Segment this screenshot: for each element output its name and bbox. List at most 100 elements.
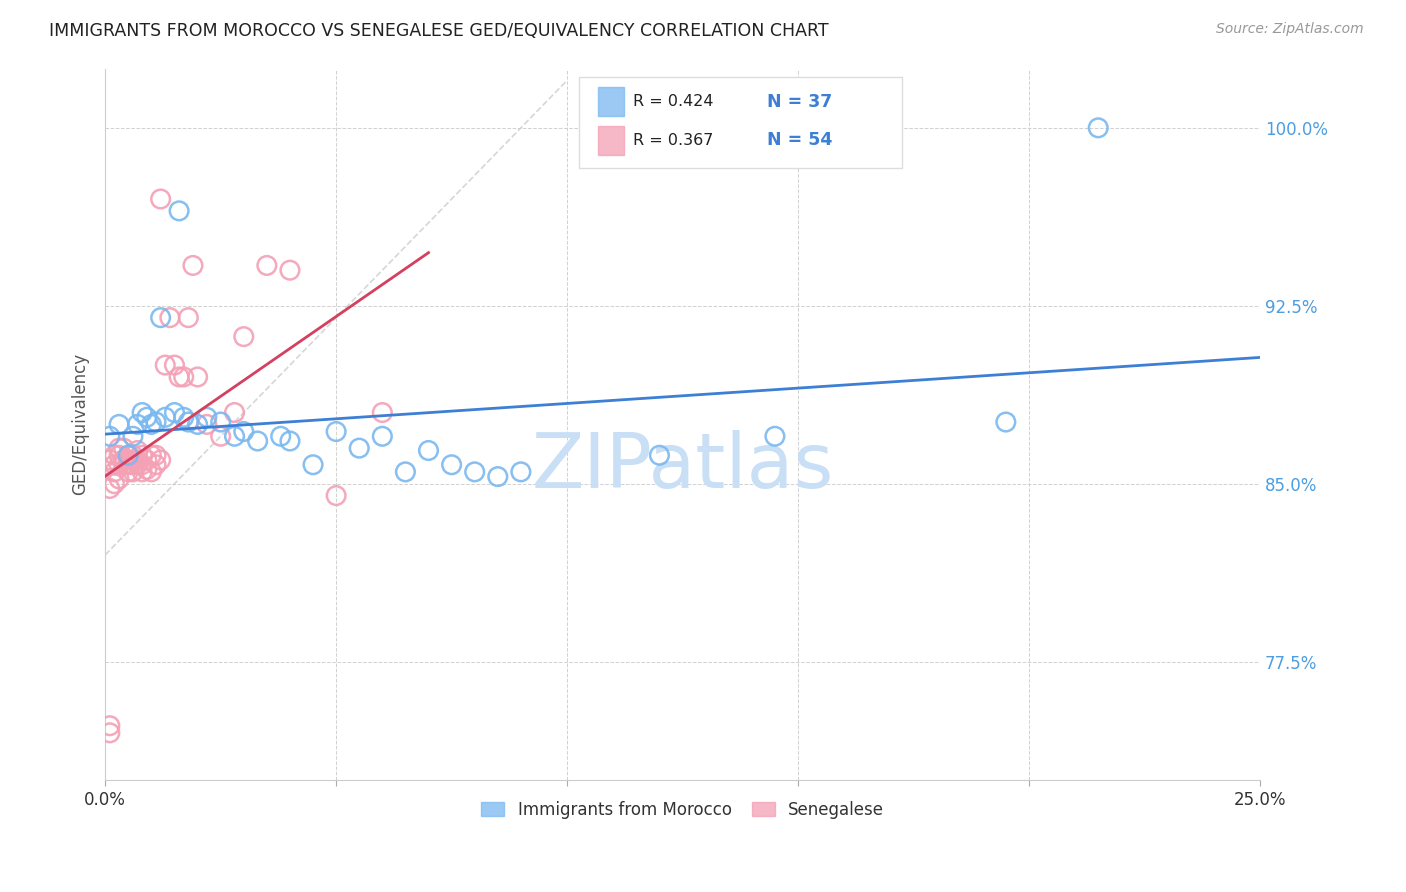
- Point: [131, 458, 153, 472]
- Point: [195, 410, 218, 425]
- Point: [418, 443, 440, 458]
- Point: [159, 310, 181, 325]
- Text: N = 37: N = 37: [766, 93, 832, 111]
- Point: [167, 203, 190, 218]
- Point: [486, 469, 509, 483]
- Text: IMMIGRANTS FROM MOROCCO VS SENEGALESE GED/EQUIVALENCY CORRELATION CHART: IMMIGRANTS FROM MOROCCO VS SENEGALESE GE…: [49, 22, 828, 40]
- Point: [112, 441, 135, 455]
- Point: [256, 259, 278, 273]
- Point: [278, 263, 301, 277]
- Point: [112, 453, 135, 467]
- Point: [173, 370, 195, 384]
- Point: [108, 448, 131, 462]
- Point: [209, 415, 232, 429]
- Point: [195, 417, 218, 432]
- Point: [108, 458, 131, 472]
- Point: [149, 310, 172, 325]
- Point: [325, 425, 347, 439]
- Point: [103, 465, 125, 479]
- Point: [440, 458, 463, 472]
- Point: [325, 489, 347, 503]
- FancyBboxPatch shape: [579, 77, 901, 169]
- Point: [141, 417, 163, 432]
- Point: [509, 465, 531, 479]
- Point: [131, 465, 153, 479]
- Point: [648, 448, 671, 462]
- Point: [232, 329, 254, 343]
- Point: [127, 443, 149, 458]
- Point: [122, 465, 145, 479]
- Point: [117, 453, 139, 467]
- Point: [187, 417, 209, 432]
- Point: [763, 429, 786, 443]
- Point: [108, 441, 131, 455]
- Text: Source: ZipAtlas.com: Source: ZipAtlas.com: [1216, 22, 1364, 37]
- Point: [98, 453, 121, 467]
- Point: [464, 465, 486, 479]
- Point: [163, 358, 186, 372]
- Point: [173, 410, 195, 425]
- Point: [117, 448, 139, 462]
- Point: [371, 405, 394, 419]
- Point: [127, 458, 149, 472]
- Point: [135, 410, 157, 425]
- Y-axis label: GED/Equivalency: GED/Equivalency: [72, 353, 89, 495]
- Point: [127, 453, 149, 467]
- Point: [108, 417, 131, 432]
- Point: [141, 465, 163, 479]
- Point: [145, 448, 167, 462]
- Point: [224, 429, 246, 443]
- Point: [232, 425, 254, 439]
- Point: [394, 465, 416, 479]
- Point: [117, 448, 139, 462]
- Point: [135, 453, 157, 467]
- FancyBboxPatch shape: [598, 126, 624, 154]
- Point: [994, 415, 1017, 429]
- Point: [246, 434, 269, 448]
- Point: [371, 429, 394, 443]
- Point: [167, 370, 190, 384]
- Text: R = 0.424: R = 0.424: [633, 95, 713, 109]
- Legend: Immigrants from Morocco, Senegalese: Immigrants from Morocco, Senegalese: [474, 794, 891, 825]
- Point: [177, 310, 200, 325]
- Point: [103, 458, 125, 472]
- Point: [349, 441, 371, 455]
- Point: [278, 434, 301, 448]
- Point: [270, 429, 292, 443]
- Point: [131, 405, 153, 419]
- Point: [163, 405, 186, 419]
- Point: [122, 448, 145, 462]
- Point: [103, 476, 125, 491]
- Point: [224, 405, 246, 419]
- Point: [149, 192, 172, 206]
- Point: [1087, 120, 1109, 135]
- Point: [302, 458, 325, 472]
- Point: [135, 462, 157, 476]
- Point: [98, 726, 121, 740]
- Point: [117, 465, 139, 479]
- Point: [155, 358, 177, 372]
- Point: [98, 482, 121, 496]
- Point: [122, 453, 145, 467]
- Point: [127, 417, 149, 432]
- Point: [177, 415, 200, 429]
- Point: [155, 410, 177, 425]
- Point: [98, 719, 121, 733]
- Point: [122, 458, 145, 472]
- Point: [209, 429, 232, 443]
- Text: N = 54: N = 54: [766, 131, 832, 149]
- Point: [122, 429, 145, 443]
- Point: [131, 448, 153, 462]
- Point: [141, 448, 163, 462]
- Text: R = 0.367: R = 0.367: [633, 133, 713, 148]
- Point: [112, 458, 135, 472]
- Point: [187, 370, 209, 384]
- Point: [98, 429, 121, 443]
- Point: [181, 259, 204, 273]
- Point: [145, 458, 167, 472]
- Point: [103, 448, 125, 462]
- Point: [108, 472, 131, 486]
- Point: [149, 453, 172, 467]
- FancyBboxPatch shape: [598, 87, 624, 116]
- Point: [145, 415, 167, 429]
